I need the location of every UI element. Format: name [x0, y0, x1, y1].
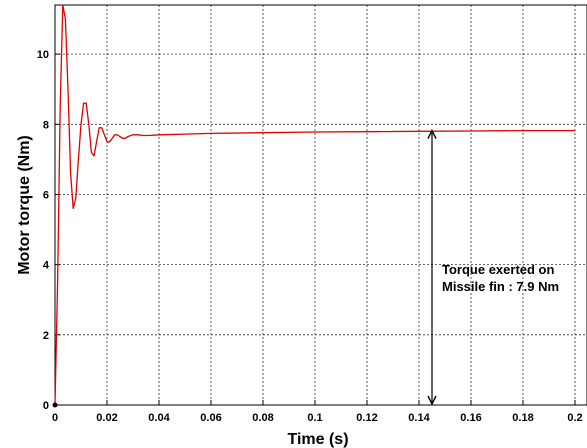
y-tick-label: 6 [43, 189, 49, 201]
annotation-text-line: Torque exerted on [442, 262, 555, 277]
x-tick-label: 0.16 [460, 412, 481, 424]
origin-marker [52, 402, 58, 408]
x-tick-label: 0.14 [408, 412, 430, 424]
annotation-layer: Torque exerted on Missile fin : 7.9 Nm [427, 128, 559, 406]
annotation-arrow-head-bottom [427, 395, 437, 406]
annotation-arrow-head-top [427, 128, 437, 139]
y-tick-label: 2 [43, 330, 49, 342]
x-tick-label: 0.18 [512, 412, 533, 424]
x-axis: 0 0.02 0.04 0.06 0.08 0.1 0.12 0.14 0.16 0.18 0.2 [52, 400, 583, 424]
torque-series-line [54, 4, 575, 406]
x-tick-label: 0.12 [356, 412, 377, 424]
x-axis-title: Time (s) [287, 431, 348, 448]
plot-frame [54, 4, 587, 406]
y-axis-title: Motor torque (Nm) [16, 135, 33, 275]
x-tick-label: 0.02 [96, 412, 117, 424]
x-tick-label: 0.2 [567, 412, 582, 424]
annotation-text-line: Missile fin : 7.9 Nm [442, 279, 559, 294]
y-tick-label: 10 [37, 49, 49, 61]
x-tick-label: 0.1 [307, 412, 322, 424]
y-tick-label: 0 [43, 400, 49, 412]
y-tick-label: 8 [43, 119, 49, 131]
y-tick-label: 4 [43, 260, 50, 272]
x-tick-label: 0 [52, 412, 58, 424]
series-layer [52, 4, 575, 408]
y-axis: 0 2 4 6 8 10 [37, 49, 60, 412]
x-tick-label: 0.06 [200, 412, 221, 424]
x-tick-label: 0.04 [148, 412, 170, 424]
grid [55, 5, 587, 405]
x-tick-label: 0.08 [252, 412, 273, 424]
